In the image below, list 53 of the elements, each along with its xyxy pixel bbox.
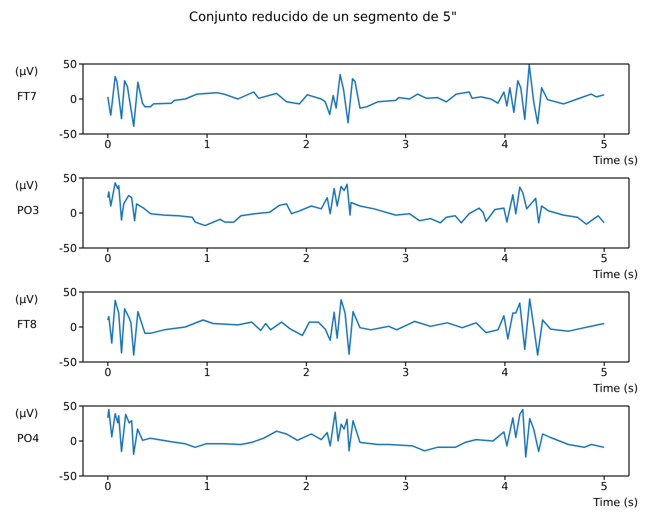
x-tick-label: 4 bbox=[501, 480, 508, 493]
text: FT7 bbox=[17, 90, 37, 103]
x-tick-label: 0 bbox=[104, 366, 112, 379]
x-tick-label: 5 bbox=[600, 366, 608, 379]
y-axis-title: (µV) bbox=[15, 179, 38, 192]
x-tick-label: 1 bbox=[204, 366, 211, 379]
y-tick-label: 50 bbox=[63, 286, 77, 299]
x-tick-label: 0 bbox=[104, 252, 112, 265]
chart-title: Conjunto reducido de un segmento de 5" bbox=[188, 9, 458, 27]
x-tick-label: 1 bbox=[204, 480, 211, 493]
y-tick-label: -50 bbox=[59, 470, 77, 483]
x-tick-label: 2 bbox=[302, 138, 310, 151]
x-axis-title: Time (s) bbox=[593, 382, 638, 395]
x-tick-label: 0 bbox=[104, 138, 112, 151]
y-tick-label: 50 bbox=[63, 58, 77, 71]
x-tick-label: 1 bbox=[204, 138, 211, 151]
x-tick-label: 2 bbox=[302, 252, 310, 265]
y-axis-title: (µV) bbox=[15, 65, 38, 78]
x-tick-label: 4 bbox=[501, 252, 508, 265]
x-tick-label: 5 bbox=[600, 138, 608, 151]
x-tick-label: 2 bbox=[302, 366, 310, 379]
x-tick-label: 3 bbox=[402, 138, 410, 151]
text: PO3 bbox=[17, 204, 40, 217]
y-tick-label: 0 bbox=[70, 434, 77, 448]
x-tick-label: 2 bbox=[302, 480, 310, 493]
x-axis-title: Time (s) bbox=[593, 154, 638, 167]
y-tick-label: 50 bbox=[63, 400, 77, 413]
y-tick-label: 0 bbox=[70, 92, 77, 106]
line-series bbox=[107, 182, 605, 226]
y-tick-label: -50 bbox=[59, 128, 77, 141]
y-tick-label: -50 bbox=[59, 356, 77, 369]
line-series bbox=[107, 298, 605, 356]
x-tick-label: 0 bbox=[104, 480, 112, 493]
y-axis-title: (µV) bbox=[15, 293, 38, 306]
x-axis-title: Time (s) bbox=[593, 496, 638, 509]
y-tick-label: 50 bbox=[63, 172, 77, 185]
x-tick-label: 1 bbox=[204, 252, 211, 265]
y-tick-label: 0 bbox=[70, 206, 77, 220]
y-tick-label: 0 bbox=[70, 320, 77, 334]
line-series bbox=[107, 408, 605, 458]
x-tick-label: 3 bbox=[402, 366, 410, 379]
x-tick-label: 4 bbox=[501, 366, 508, 379]
x-tick-label: 3 bbox=[402, 252, 410, 265]
x-tick-label: 4 bbox=[501, 138, 508, 151]
line-series bbox=[107, 64, 605, 128]
x-tick-label: 3 bbox=[402, 480, 410, 493]
x-axis-title: Time (s) bbox=[593, 268, 638, 281]
x-tick-label: 5 bbox=[600, 480, 608, 493]
x-tick-label: 5 bbox=[600, 252, 608, 265]
y-axis-title: (µV) bbox=[15, 407, 38, 420]
text: PO4 bbox=[17, 432, 40, 445]
y-tick-label: -50 bbox=[59, 242, 77, 255]
text: FT8 bbox=[17, 318, 37, 331]
